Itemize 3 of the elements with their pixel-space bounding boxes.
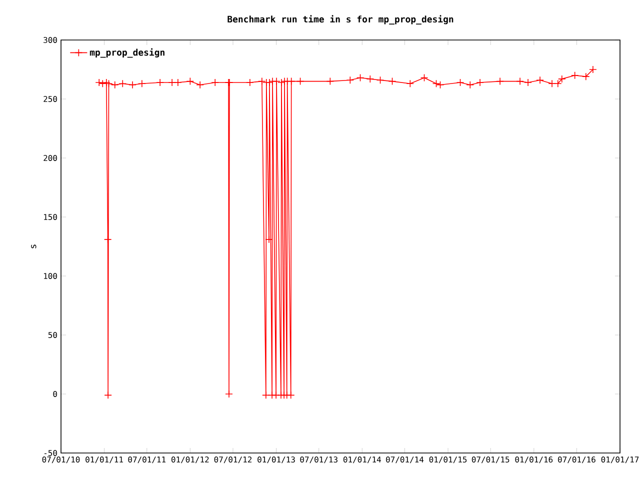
legend-label: mp_prop_design	[90, 48, 164, 58]
chart-title: Benchmark run time in s for mp_prop_design	[228, 15, 454, 24]
y-axis-title: s	[31, 244, 36, 248]
